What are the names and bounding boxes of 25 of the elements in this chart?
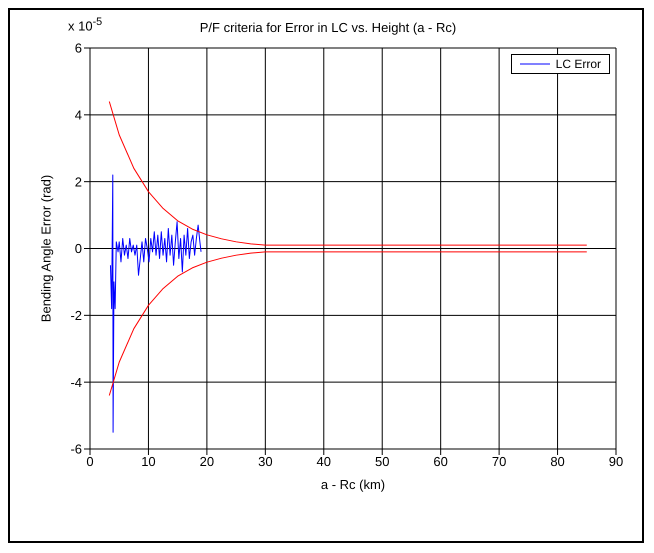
y-tick-label: 6 — [74, 40, 82, 56]
y-axis-title: Bending Angle Error (rad) — [38, 174, 54, 322]
x-tick-label: 60 — [433, 454, 448, 470]
x-tick-label: 10 — [141, 454, 156, 470]
legend-label: LC Error — [556, 57, 601, 71]
x-axis-title: a - Rc (km) — [320, 477, 386, 492]
x-tick-label: 80 — [550, 454, 565, 470]
chart-title: P/F criteria for Error in LC vs. Height (a - Rc) — [200, 20, 456, 35]
line-series — [108, 251, 588, 396]
y-tick-label: 0 — [74, 241, 82, 256]
text: x 10$^{-5}$ — [68, 16, 102, 34]
x-tick-label: 70 — [492, 454, 506, 470]
y-tick-label: -6 — [70, 442, 82, 457]
y-tick-label: -4 — [70, 374, 82, 390]
line-series — [110, 174, 202, 433]
y-tick-label: 2 — [74, 174, 82, 190]
x-tick-label: 0 — [86, 454, 94, 470]
y-tick-label: 4 — [74, 107, 82, 122]
x-tick-label: 40 — [316, 454, 332, 470]
x-tick-label: 30 — [258, 454, 273, 470]
y-tick-label: -2 — [70, 308, 82, 323]
x-tick-label: 50 — [374, 454, 390, 470]
line-series — [108, 100, 588, 246]
x-tick-label: 20 — [200, 454, 214, 470]
x-tick-label: 90 — [608, 454, 624, 470]
